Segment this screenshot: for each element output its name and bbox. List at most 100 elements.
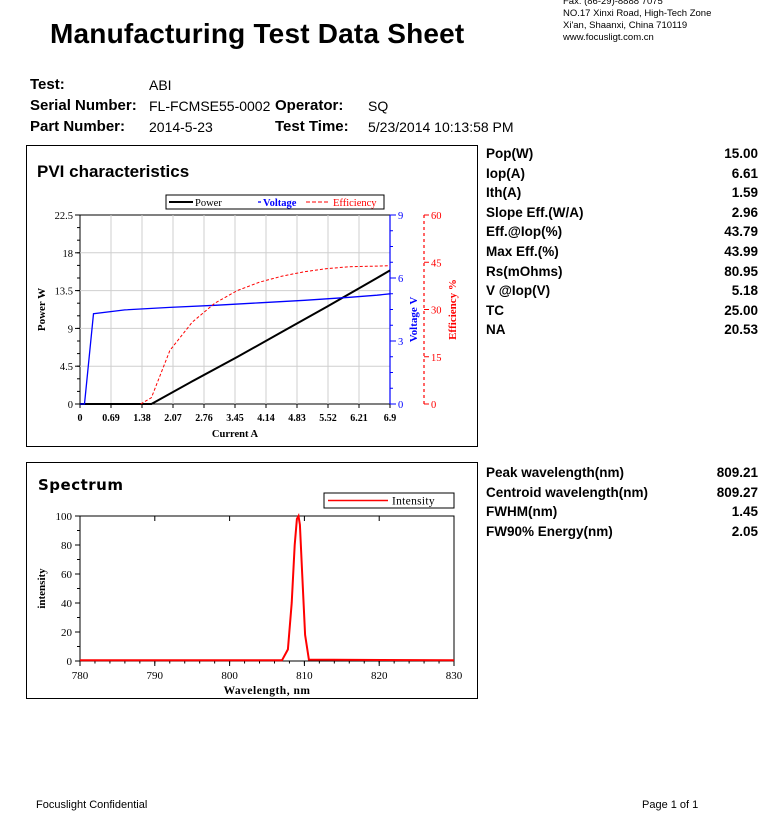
- y-tick-label: 20: [61, 627, 73, 639]
- legend-label: Intensity: [392, 496, 435, 508]
- param-label: Eff.@Iop(%): [486, 224, 563, 240]
- spectrum-chart-panel: [26, 462, 478, 699]
- pvi-param-row: Eff.@Iop(%) 43.79: [486, 224, 758, 243]
- pvi-param-row: Rs(mOhms) 80.95: [486, 264, 758, 283]
- param-label: Pop(W): [486, 146, 534, 161]
- param-value: 25.00: [724, 302, 758, 318]
- x-tick-label: 4.83: [288, 413, 306, 424]
- param-value: 43.99: [724, 244, 758, 259]
- test-time-value: 5/23/2014 10:13:58 PM: [368, 119, 514, 135]
- y-axis-label: Power W: [36, 288, 48, 331]
- x-tick-label: 0: [78, 413, 83, 424]
- y3-tick-label: 30: [431, 306, 442, 317]
- param-value: 2.96: [731, 204, 758, 220]
- series-line-power: [80, 269, 391, 405]
- spectrum-parameters: Peak wavelength(nm) 809.21 Centroid wavele…: [486, 465, 758, 545]
- pvi-param-row: TC 25.00: [486, 303, 758, 322]
- operator-label: Operator:: [275, 97, 344, 114]
- legend-label: Efficiency: [333, 198, 377, 209]
- param-label: TC: [486, 302, 504, 318]
- y-tick-label: 22.5: [55, 211, 73, 222]
- legend-label: Voltage: [263, 198, 297, 209]
- x-tick-label: 780: [72, 670, 89, 682]
- pvi-param-row: Ith(A) 1.59: [486, 185, 758, 204]
- y3-tick-label: 15: [431, 353, 442, 364]
- part-number-value: 2014-5-23: [149, 119, 213, 135]
- param-value: 80.95: [724, 263, 758, 279]
- spectrum-param-row: Peak wavelength(nm) 809.21: [486, 465, 758, 484]
- x-tick-label: 4.14: [257, 413, 275, 424]
- serial-number-value: FL-FCMSE55-0002: [149, 98, 271, 114]
- param-label: FWHM(nm): [486, 504, 558, 520]
- operator-value: SQ: [368, 98, 389, 114]
- company-address: Fax: (86-29)-8888 7075 NO.17 Xinxi Road,…: [563, 0, 711, 44]
- plot-area: [79, 515, 455, 662]
- y-tick-label: 13.5: [55, 287, 73, 298]
- page-title: Manufacturing Test Data Sheet: [50, 18, 465, 49]
- footer-confidential: Focuslight Confidential: [36, 799, 148, 811]
- legend-box: [165, 194, 385, 210]
- x-tick-label: 2.76: [195, 413, 213, 424]
- pvi-chart-panel: [26, 145, 478, 447]
- x-tick-label: 790: [147, 670, 164, 682]
- x-tick-label: 6.21: [350, 413, 368, 424]
- param-value: 809.21: [716, 465, 758, 480]
- pvi-param-row: V @Iop(V) 5.18: [486, 283, 758, 302]
- x-tick-label: 0.69: [102, 413, 120, 424]
- address-line: Xi'an, Shaanxi, China 710119: [563, 20, 688, 31]
- y3-tick-label: 60: [431, 211, 442, 222]
- param-value: 6.61: [731, 165, 758, 181]
- x-tick-label: 1.38: [133, 413, 151, 424]
- website-link[interactable]: www.focusligt.com.cn: [563, 32, 654, 43]
- y-axis-label: intensity: [36, 568, 48, 609]
- x-tick-label: 5.52: [319, 413, 337, 424]
- param-label: FW90% Energy(nm): [486, 523, 613, 539]
- x-axis-label: Current A: [212, 429, 259, 440]
- test-value: ABI: [149, 77, 172, 93]
- x-tick-label: 810: [296, 670, 313, 682]
- y3-tick-label: 0: [431, 400, 436, 411]
- spectrum-param-row: FW90% Energy(nm) 2.05: [486, 524, 758, 543]
- param-label: V @Iop(V): [486, 283, 551, 299]
- pvi-param-row: NA 20.53: [486, 322, 758, 341]
- param-label: Max Eff.(%): [486, 244, 559, 259]
- pvi-parameters: Pop(W) 15.00 Iop(A) 6.61 Ith(A) 1.59 Slope Eff…: [486, 146, 758, 346]
- y2-tick-label: 9: [398, 211, 403, 222]
- param-label: Slope Eff.(W/A): [486, 204, 584, 220]
- x-tick-label: 820: [371, 670, 388, 682]
- pvi-param-row: Max Eff.(%) 43.99: [486, 244, 758, 263]
- param-value: 1.59: [731, 185, 758, 201]
- series-line-voltage: [80, 293, 391, 405]
- footer-page-number: Page 1 of 1: [642, 799, 699, 811]
- spectrum-chart: 780 790 800 810 820 830 0 20 40 60 80 100 Wavelength…: [36, 492, 463, 697]
- param-label: Centroid wavelength(nm): [486, 484, 649, 500]
- y-tick-label: 0: [67, 656, 73, 668]
- y-tick-label: 18: [63, 249, 74, 260]
- spectrum-param-row: FWHM(nm) 1.45: [486, 504, 758, 523]
- param-value: 809.27: [716, 484, 758, 500]
- x-axis-label: Wavelength, nm: [224, 685, 311, 697]
- param-label: Peak wavelength(nm): [486, 465, 625, 480]
- param-label: Ith(A): [486, 185, 522, 201]
- x-tick-label: 2.07: [164, 413, 182, 424]
- y-tick-label: 9: [68, 324, 73, 335]
- address-line: NO.17 Xinxi Road, High-Tech Zone: [563, 8, 712, 19]
- param-value: 20.53: [724, 322, 758, 338]
- y3-axis-label: Efficiency %: [447, 279, 459, 340]
- param-value: 1.45: [731, 504, 758, 520]
- y2-tick-label: 0: [398, 400, 403, 411]
- x-tick-label: 6.9: [384, 413, 397, 424]
- series-line-efficiency: [140, 265, 391, 405]
- spectrum-param-row: Centroid wavelength(nm) 809.27: [486, 485, 758, 504]
- pvi-param-row: Slope Eff.(W/A) 2.96: [486, 205, 758, 224]
- spectrum-chart-title: Spectrum: [38, 476, 124, 494]
- legend-label: Power: [195, 198, 222, 209]
- address-line: Fax: (86-29)-8888 7075: [563, 0, 663, 7]
- y-tick-label: 80: [61, 540, 73, 552]
- serial-number-label: Serial Number:: [30, 97, 137, 114]
- y-tick-label: 4.5: [60, 362, 73, 373]
- y2-tick-label: 6: [398, 274, 403, 285]
- legend-box: [323, 492, 455, 509]
- y-tick-label: 40: [61, 598, 73, 610]
- series-line-intensity: [80, 512, 455, 662]
